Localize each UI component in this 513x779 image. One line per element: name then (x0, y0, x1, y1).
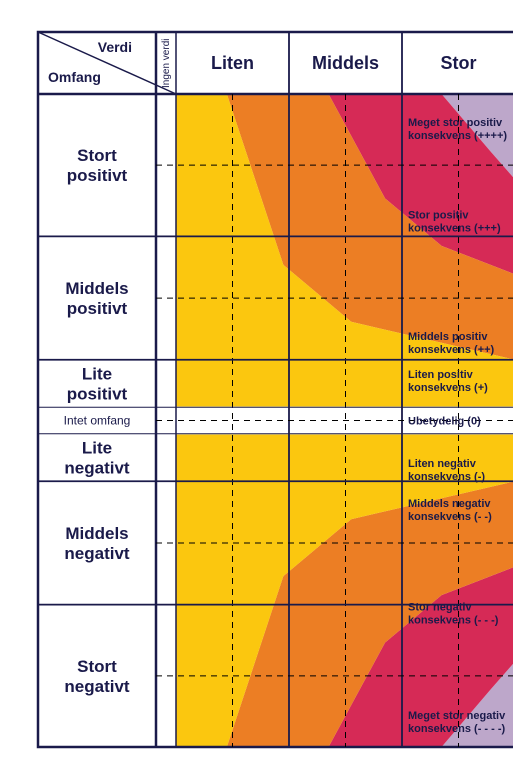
svg-text:Middels: Middels (65, 524, 128, 543)
col-header: Stor (441, 53, 477, 73)
svg-text:Lite: Lite (82, 439, 112, 458)
svg-text:konsekvens (- - - -): konsekvens (- - - -) (408, 723, 506, 735)
header-omfang: Omfang (48, 69, 101, 85)
svg-text:negativt: negativt (64, 544, 130, 563)
svg-text:Lite: Lite (82, 364, 112, 383)
svg-text:positivt: positivt (67, 299, 128, 318)
svg-text:Stort: Stort (77, 146, 117, 165)
svg-text:negativt: negativt (64, 459, 130, 478)
header-verdi: Verdi (98, 39, 132, 55)
svg-text:Stor negativ: Stor negativ (408, 602, 472, 614)
svg-text:konsekvens (++): konsekvens (++) (408, 344, 495, 356)
svg-text:positivt: positivt (67, 384, 128, 403)
col-header: Liten (211, 53, 254, 73)
svg-text:konsekvens (+): konsekvens (+) (408, 382, 488, 394)
svg-text:konsekvens (- - -): konsekvens (- - -) (408, 615, 499, 627)
svg-text:konsekvens (- -): konsekvens (- -) (408, 511, 492, 523)
svg-text:Liten positiv: Liten positiv (408, 369, 474, 381)
svg-text:Middels negativ: Middels negativ (408, 498, 491, 510)
svg-text:Meget stor positiv: Meget stor positiv (408, 117, 503, 129)
svg-text:Stort: Stort (77, 657, 117, 676)
zone-label-pppp: Meget stor positivkonsekvens (++++) (408, 117, 507, 142)
svg-text:Ubetydelig (0): Ubetydelig (0) (408, 416, 481, 428)
svg-text:Stor positiv: Stor positiv (408, 209, 469, 221)
svg-text:Meget stor negativ: Meget stor negativ (408, 710, 506, 722)
header-ingen-verdi: Ingen verdi (161, 39, 172, 88)
matrix-svg: Verdi Omfang Ingen verdi Liten Middels Stor St… (20, 20, 513, 759)
svg-text:konsekvens (-): konsekvens (-) (408, 471, 485, 483)
svg-text:Middels positiv: Middels positiv (408, 331, 488, 343)
consequence-matrix: Verdi Omfang Ingen verdi Liten Middels Stor St… (20, 20, 493, 759)
svg-text:konsekvens (++++): konsekvens (++++) (408, 130, 507, 142)
svg-text:negativt: negativt (64, 677, 130, 696)
svg-text:positivt: positivt (67, 166, 128, 185)
zone-label-mmmm: Meget stor negativkonsekvens (- - - -) (408, 710, 506, 735)
zone-label-m: Liten negativkonsekvens (-) (408, 458, 485, 483)
svg-text:Middels: Middels (65, 279, 128, 298)
svg-text:Intet omfang: Intet omfang (64, 414, 131, 428)
col-header: Middels (312, 53, 379, 73)
svg-text:Liten negativ: Liten negativ (408, 458, 477, 470)
zone-label-pp: Middels positivkonsekvens (++) (408, 331, 495, 356)
zone-label-mm: Middels negativkonsekvens (- -) (408, 498, 492, 523)
zone-label-0: Ubetydelig (0) (408, 416, 481, 428)
svg-text:konsekvens (+++): konsekvens (+++) (408, 222, 501, 234)
